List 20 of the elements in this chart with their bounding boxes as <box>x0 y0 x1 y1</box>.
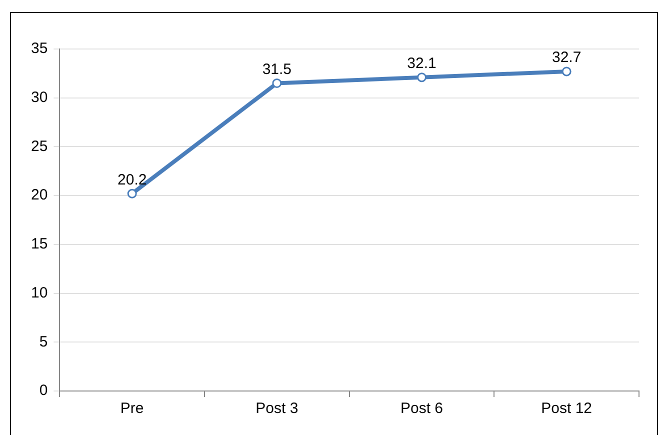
point <box>272 78 282 88</box>
y-tick-label: 20 <box>30 186 48 204</box>
y-tick-label: 5 <box>39 333 48 350</box>
x-tick-label: Pre <box>120 400 144 418</box>
point <box>127 188 137 198</box>
data-label: 32.1 <box>407 54 436 72</box>
x-tick-label: Post 3 <box>256 400 298 418</box>
data-label: 20.2 <box>117 171 147 188</box>
y-tick-label: 10 <box>30 284 48 302</box>
y-tick-label: 35 <box>30 40 48 58</box>
x-tick-label: Post 6 <box>400 400 444 418</box>
y-tick-label: 15 <box>30 236 48 253</box>
point <box>417 72 427 82</box>
data-label: 31.5 <box>262 60 292 78</box>
point <box>562 66 572 76</box>
y-tick-label: 25 <box>30 138 48 155</box>
y-tick-label: 0 <box>39 382 48 400</box>
y-tick-label: 30 <box>30 89 48 106</box>
x-tick-label: Post 12 <box>541 400 592 418</box>
data-label: 32.7 <box>552 49 582 66</box>
